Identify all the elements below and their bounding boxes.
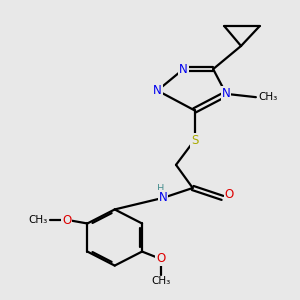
Text: N: N (222, 87, 230, 101)
Text: CH₃: CH₃ (151, 276, 170, 286)
Text: H: H (158, 184, 165, 194)
Text: N: N (153, 84, 162, 97)
Text: N: N (159, 191, 167, 204)
Text: S: S (191, 134, 198, 147)
Text: CH₃: CH₃ (259, 92, 278, 102)
Text: CH₃: CH₃ (28, 215, 47, 225)
Text: O: O (156, 252, 165, 265)
Text: O: O (62, 214, 71, 227)
Text: O: O (224, 188, 234, 201)
Text: N: N (179, 63, 188, 76)
